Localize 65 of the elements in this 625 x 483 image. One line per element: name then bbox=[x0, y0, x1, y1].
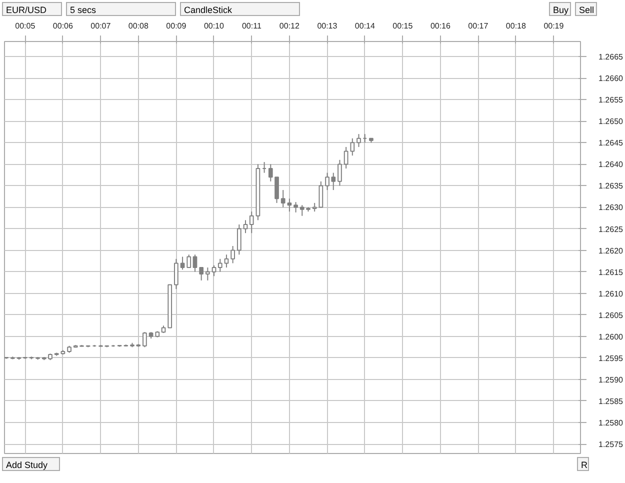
y-tick-label: 1.2645 bbox=[598, 138, 624, 148]
x-tick-label: 00:11 bbox=[242, 22, 262, 30]
candlestick bbox=[356, 134, 361, 148]
text: Sell bbox=[579, 4, 594, 17]
y-tick-label: 1.2640 bbox=[598, 160, 624, 170]
candlestick bbox=[212, 264, 216, 277]
y-tick-label: 1.2665 bbox=[598, 52, 624, 62]
y-tick-label: 1.2585 bbox=[598, 396, 624, 406]
candlestick bbox=[199, 267, 204, 281]
x-tick-label: 00:16 bbox=[430, 22, 452, 30]
y-tick-label: 1.2600 bbox=[598, 332, 624, 342]
y-tick-label: 1.2605 bbox=[598, 310, 624, 320]
x-tick-label: 00:10 bbox=[204, 22, 225, 30]
x-tick-label: 00:12 bbox=[279, 22, 300, 30]
y-tick-label: 1.2580 bbox=[598, 418, 624, 428]
y-tick-label: 1.2625 bbox=[598, 224, 624, 234]
candlestick bbox=[243, 220, 248, 234]
candlestick bbox=[338, 159, 342, 186]
y-tick-label: 1.2595 bbox=[598, 354, 624, 363]
x-tick-label: 00:14 bbox=[354, 22, 376, 30]
text: Add Study bbox=[6, 459, 48, 472]
candlestick bbox=[249, 211, 254, 234]
x-tick-label: 00:07 bbox=[90, 22, 112, 30]
candlestick bbox=[180, 256, 185, 270]
text: CandleStick bbox=[184, 4, 232, 17]
candlestick bbox=[287, 198, 292, 212]
candlestick bbox=[268, 164, 273, 182]
candlestick bbox=[350, 138, 355, 156]
x-tick-label: 00:17 bbox=[468, 22, 489, 30]
y-tick-label: 1.2650 bbox=[598, 117, 624, 126]
x-tick-label: 00:06 bbox=[52, 22, 74, 30]
candlestick bbox=[192, 254, 198, 272]
candlestick bbox=[274, 176, 279, 204]
candlestick bbox=[174, 258, 178, 290]
x-tick-label: 00:13 bbox=[317, 22, 338, 30]
y-tick-label: 1.2615 bbox=[598, 268, 624, 277]
y-tick-label: 1.2635 bbox=[598, 182, 624, 191]
candlestick bbox=[205, 267, 210, 281]
chart-title: EUR/USD bbox=[6, 4, 47, 17]
candlestick bbox=[142, 332, 147, 348]
x-tick-label: 00:08 bbox=[128, 22, 149, 30]
y-tick-label: 1.2610 bbox=[598, 289, 624, 298]
x-tick-label: 00:18 bbox=[506, 22, 527, 30]
candlestick bbox=[280, 190, 286, 208]
y-tick-label: 1.2590 bbox=[598, 375, 624, 384]
candlestick bbox=[230, 245, 235, 264]
candlestick bbox=[236, 224, 242, 256]
candlestick bbox=[294, 202, 298, 213]
y-tick-label: 1.2620 bbox=[598, 246, 624, 256]
x-tick-label: 00:05 bbox=[15, 22, 36, 30]
text: 5 secs bbox=[70, 4, 96, 17]
candlestick bbox=[224, 254, 229, 268]
candlestick bbox=[218, 258, 222, 272]
x-tick-label: 00:09 bbox=[166, 22, 187, 30]
candlestick bbox=[186, 254, 192, 268]
y-tick-label: 1.2660 bbox=[598, 74, 624, 84]
x-tick-label: 00:19 bbox=[544, 22, 564, 30]
candlestick bbox=[318, 180, 324, 208]
text: Buy bbox=[553, 4, 569, 17]
y-tick-label: 1.2655 bbox=[598, 96, 624, 105]
y-tick-label: 1.2630 bbox=[598, 203, 624, 212]
text: R bbox=[581, 459, 588, 472]
y-tick-label: 1.2575 bbox=[598, 440, 624, 450]
candlestick bbox=[344, 146, 348, 169]
x-tick-label: 00:15 bbox=[392, 22, 414, 30]
